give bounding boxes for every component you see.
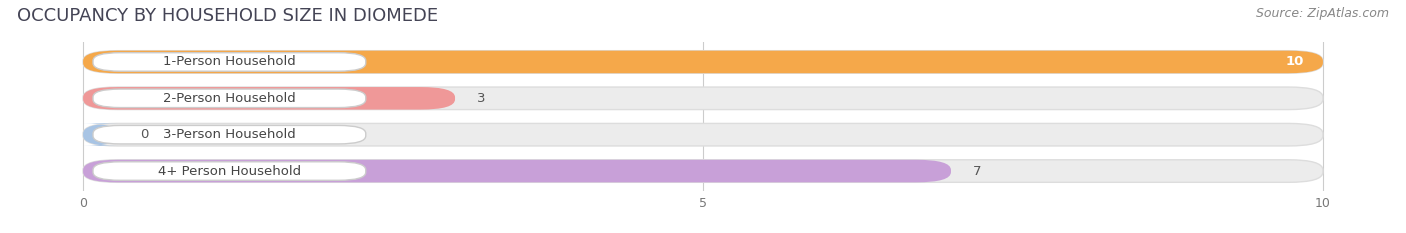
- Text: 4+ Person Household: 4+ Person Household: [157, 164, 301, 178]
- Text: 0: 0: [141, 128, 149, 141]
- FancyBboxPatch shape: [83, 123, 1323, 146]
- Text: OCCUPANCY BY HOUSEHOLD SIZE IN DIOMEDE: OCCUPANCY BY HOUSEHOLD SIZE IN DIOMEDE: [17, 7, 439, 25]
- FancyBboxPatch shape: [93, 125, 366, 144]
- FancyBboxPatch shape: [83, 51, 1323, 73]
- Text: 3: 3: [478, 92, 486, 105]
- FancyBboxPatch shape: [93, 162, 366, 180]
- Text: 2-Person Household: 2-Person Household: [163, 92, 295, 105]
- FancyBboxPatch shape: [83, 160, 950, 182]
- FancyBboxPatch shape: [93, 89, 366, 108]
- Text: 10: 10: [1286, 55, 1305, 69]
- FancyBboxPatch shape: [83, 87, 1323, 110]
- FancyBboxPatch shape: [83, 51, 1323, 73]
- Text: 7: 7: [973, 164, 981, 178]
- FancyBboxPatch shape: [83, 160, 1323, 182]
- Text: 3-Person Household: 3-Person Household: [163, 128, 295, 141]
- FancyBboxPatch shape: [83, 87, 456, 110]
- FancyBboxPatch shape: [83, 123, 118, 146]
- Text: 1-Person Household: 1-Person Household: [163, 55, 295, 69]
- Text: Source: ZipAtlas.com: Source: ZipAtlas.com: [1256, 7, 1389, 20]
- FancyBboxPatch shape: [93, 53, 366, 71]
